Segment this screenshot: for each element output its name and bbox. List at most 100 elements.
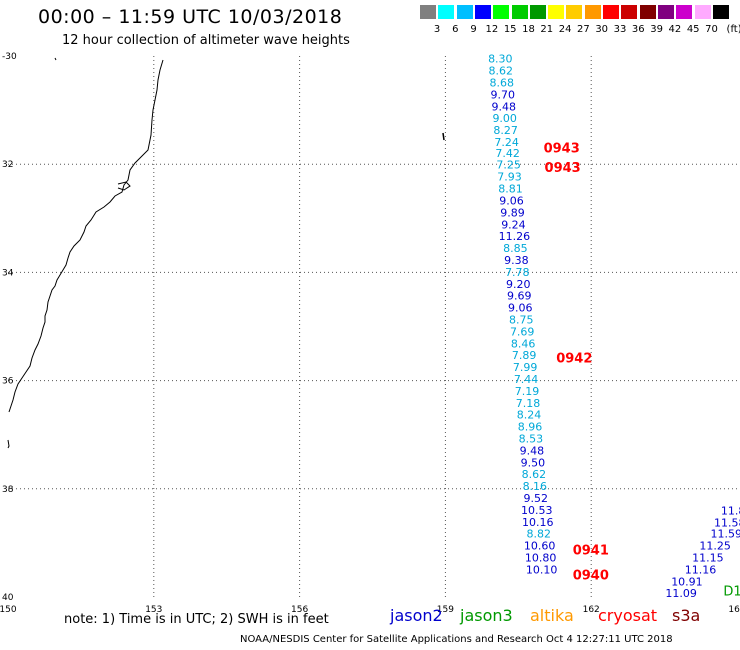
wave-height-point: 9.50 — [521, 456, 546, 469]
wave-height-point: 11.58 — [714, 516, 740, 529]
legend-swatch — [420, 5, 436, 19]
wave-height-point: 7.89 — [512, 349, 537, 362]
wave-height-point: 8.30 — [488, 53, 513, 66]
coastline-detail — [117, 181, 131, 191]
wave-height-point: 9.69 — [507, 290, 532, 303]
wave-height-point: 9.24 — [501, 218, 526, 231]
pass-time-label: 0942 — [556, 351, 592, 366]
wave-height-point: 8.62 — [489, 65, 514, 78]
wave-height-point: 9.48 — [491, 100, 516, 113]
legend-swatch — [584, 5, 601, 19]
legend-swatch — [639, 5, 656, 19]
legend-tick-label: 45 — [686, 24, 700, 35]
legend-tick-label: 6 — [452, 24, 459, 35]
wave-height-point: 10.91 — [671, 575, 703, 588]
altimeter-track-main: 8.308.628.689.709.489.008.277.247.427.25… — [488, 53, 557, 577]
pass-time-label: 0943 — [544, 141, 580, 156]
x-tick-label: 165 — [728, 605, 740, 615]
wave-height-point: 8.16 — [523, 480, 548, 493]
legend-tick-label: 39 — [650, 24, 663, 35]
wave-height-point: 8.75 — [509, 313, 534, 326]
y-tick-label: -30 — [2, 52, 17, 62]
chart-title: 00:00 – 11:59 UTC 10/03/2018 — [38, 6, 343, 28]
coastline-path — [8, 59, 164, 413]
wave-height-point: 8.96 — [518, 421, 543, 434]
wave-height-point: 8.81 — [498, 183, 523, 196]
legend-tick-label: 27 — [577, 24, 590, 35]
credit-line: NOAA/NESDIS Center for Satellite Applica… — [240, 634, 673, 645]
coastline-island — [7, 439, 10, 449]
legend-tick-label: 9 — [470, 24, 477, 35]
y-tick-label: 38 — [2, 485, 14, 495]
legend-swatch — [621, 5, 638, 19]
legend-tick-label: 70 — [705, 24, 718, 35]
wave-height-point: 8.82 — [526, 528, 551, 541]
wave-height-point: 10.80 — [525, 552, 557, 565]
pass-time-labels: 0943 0943 0942 0941 0940 — [544, 141, 609, 583]
wave-height-point: 8.24 — [517, 409, 542, 422]
wave-height-point: 11.09 — [665, 587, 697, 600]
legend-tick-label: 42 — [668, 24, 682, 35]
legend-swatch — [493, 5, 510, 19]
wave-height-point: 11.26 — [499, 230, 531, 243]
x-tick-label: 153 — [145, 605, 162, 615]
wave-height-point: 8.68 — [490, 77, 515, 90]
legend-tick-label: 21 — [540, 24, 554, 35]
legend-tick-label: 30 — [595, 24, 609, 35]
wave-height-point: 7.25 — [496, 159, 521, 172]
wave-height-point: 7.19 — [515, 385, 540, 398]
wave-height-point: 8.46 — [511, 337, 536, 350]
wave-height-point: 9.70 — [490, 88, 515, 101]
wave-height-point: 9.52 — [524, 492, 549, 505]
wave-height-point: 11.15 — [692, 552, 724, 565]
x-tick-label: 162 — [583, 605, 600, 615]
wave-height-point: 11.59 — [711, 528, 740, 541]
wave-height-point: 9.00 — [492, 112, 517, 125]
satellite-altika: altika — [530, 606, 574, 625]
x-tick-label: 156 — [291, 605, 308, 615]
wave-height-point: 9.89 — [500, 206, 525, 219]
legend-unit: (ft) — [726, 24, 740, 35]
wave-height-point: 9.06 — [508, 302, 533, 315]
y-tick-label: 32 — [2, 160, 13, 170]
legend-swatch — [657, 5, 674, 19]
wave-height-point: 9.20 — [506, 278, 531, 291]
grid-lines — [8, 56, 737, 597]
legend-swatch — [474, 5, 491, 19]
legend-tick-label: 36 — [631, 24, 645, 35]
legend-swatch — [676, 5, 693, 19]
wave-height-point: 7.24 — [494, 136, 519, 149]
legend-tick-label: 3 — [433, 24, 441, 35]
wave-height-point: 7.18 — [516, 397, 541, 410]
wave-height-point: 9.06 — [499, 194, 524, 207]
footer-note: note: 1) Time is in UTC; 2) SWH is in fe… — [64, 612, 329, 627]
x-tick-label: 159 — [437, 605, 454, 615]
legend-tick-label: 33 — [613, 24, 627, 35]
wave-height-point: 10.53 — [521, 504, 553, 517]
wave-height-point: 10.10 — [526, 563, 558, 576]
island-mark-2 — [54, 57, 57, 61]
legend-tick-label: 18 — [522, 24, 535, 35]
wave-height-point: 7.42 — [495, 147, 520, 160]
wave-height-point: 11.25 — [699, 540, 731, 553]
wave-height-point: 8.62 — [522, 468, 547, 481]
wave-height-point: 7.99 — [513, 361, 538, 374]
legend-swatch — [603, 5, 619, 19]
wave-height-point: 7.78 — [505, 266, 530, 279]
coastline — [7, 57, 445, 449]
wave-height-point: 9.38 — [504, 254, 529, 267]
wave-height-point: 11.16 — [685, 563, 717, 576]
pass-time-label: 0940 — [573, 568, 609, 583]
legend-tick-label: 24 — [558, 24, 572, 35]
legend-swatch — [548, 5, 565, 19]
legend-swatch — [438, 5, 455, 19]
axis-tick-labels: 150 153 156 159 162 165 -30 32 34 36 38 40 — [0, 52, 740, 615]
wave-height-point: 8.53 — [519, 432, 544, 445]
legend-swatch — [712, 5, 729, 19]
y-tick-label: 36 — [2, 377, 14, 387]
legend-swatch — [456, 5, 473, 19]
wave-height-point: 8.27 — [493, 124, 518, 137]
satellite-jason3: jason3 — [460, 606, 513, 625]
